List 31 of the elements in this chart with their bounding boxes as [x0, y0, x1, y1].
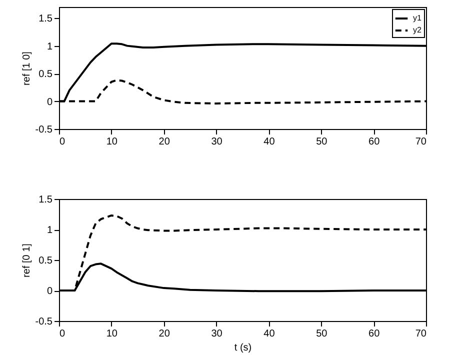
x-tick-label: 10: [106, 136, 118, 148]
y-tick-label: 1: [46, 225, 53, 236]
x-tick-label: 0: [60, 136, 66, 148]
y-tick-label: 0: [46, 96, 53, 108]
y-tick-label: 0: [46, 286, 53, 297]
x-tick-label: 20: [158, 328, 170, 340]
legend-label: y2: [413, 26, 422, 34]
y-axis-title: ref [1 0]: [21, 51, 32, 86]
x-tick-label: 60: [368, 328, 380, 340]
x-tick-label: 0: [60, 328, 66, 340]
y-tick-label: 1: [46, 41, 53, 52]
x-tick-label: 40: [264, 328, 276, 340]
x-axis-title: t (s): [234, 342, 252, 354]
x-tick-label: 20: [158, 136, 170, 148]
x-tick-label: 10: [106, 328, 118, 340]
y-tick-label: -0.5: [35, 124, 53, 136]
x-tick-label: 60: [368, 136, 380, 148]
y-tick-label: -0.5: [35, 316, 53, 328]
x-tick-label: 50: [316, 328, 328, 340]
x-tick-label: 70: [415, 136, 427, 148]
x-tick-label: 40: [264, 136, 276, 148]
y-axis-title: ref [0 1]: [21, 243, 32, 278]
x-tick-label: 50: [316, 136, 328, 148]
x-tick-label: 30: [211, 136, 223, 148]
y-tick-label: 1.5: [38, 14, 53, 25]
x-tick-label: 30: [211, 328, 223, 340]
x-tick-label: 70: [415, 328, 427, 340]
y-tick-label: 1.5: [38, 194, 53, 206]
y-tick-label: 0.5: [38, 69, 53, 80]
legend-label: y1: [413, 14, 422, 22]
y-tick-label: 0.5: [38, 256, 53, 266]
